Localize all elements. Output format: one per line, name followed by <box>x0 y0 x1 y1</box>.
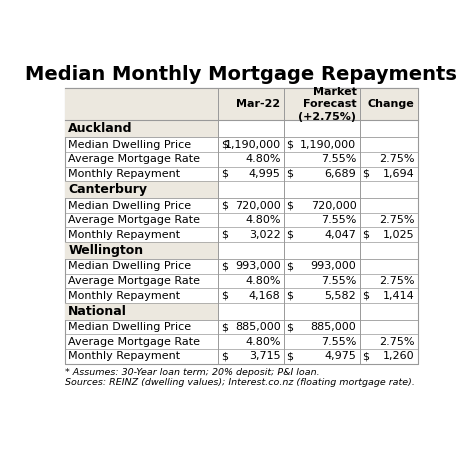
Text: 6,689: 6,689 <box>325 169 357 179</box>
Bar <box>65 88 418 364</box>
Text: $: $ <box>286 291 293 300</box>
Text: 720,000: 720,000 <box>235 201 281 211</box>
Text: National: National <box>68 305 127 318</box>
Text: 1,694: 1,694 <box>383 169 414 179</box>
Text: $: $ <box>362 291 369 300</box>
Text: $: $ <box>221 169 228 179</box>
Text: 5,582: 5,582 <box>325 291 357 300</box>
Text: 4,168: 4,168 <box>249 291 281 300</box>
Text: 7.55%: 7.55% <box>321 215 357 225</box>
Text: 3,715: 3,715 <box>249 351 281 361</box>
Text: $: $ <box>286 230 293 240</box>
Bar <box>65 121 219 138</box>
Text: 4.80%: 4.80% <box>245 276 281 286</box>
Text: Median Dwelling Price: Median Dwelling Price <box>68 322 191 332</box>
Text: 7.55%: 7.55% <box>321 154 357 164</box>
Text: Change: Change <box>368 99 414 109</box>
Text: $: $ <box>221 230 228 240</box>
Text: 4,995: 4,995 <box>249 169 281 179</box>
Text: Auckland: Auckland <box>68 122 133 135</box>
Text: 2.75%: 2.75% <box>379 337 414 347</box>
Text: $: $ <box>221 322 228 332</box>
Text: 2.75%: 2.75% <box>379 276 414 286</box>
Text: 1,190,000: 1,190,000 <box>225 140 281 150</box>
Text: Canterbury: Canterbury <box>68 183 147 196</box>
Text: 1,190,000: 1,190,000 <box>300 140 357 150</box>
Bar <box>65 242 219 259</box>
Text: 4.80%: 4.80% <box>245 215 281 225</box>
Text: Median Dwelling Price: Median Dwelling Price <box>68 140 191 150</box>
Bar <box>65 303 219 320</box>
Text: 7.55%: 7.55% <box>321 276 357 286</box>
Text: 720,000: 720,000 <box>311 201 357 211</box>
Text: $: $ <box>362 169 369 179</box>
Text: 3,022: 3,022 <box>249 230 281 240</box>
Text: Monthly Repayment: Monthly Repayment <box>68 230 180 240</box>
Text: Average Mortgage Rate: Average Mortgage Rate <box>68 154 200 164</box>
Text: Wellington: Wellington <box>68 244 143 257</box>
Text: Average Mortgage Rate: Average Mortgage Rate <box>68 337 200 347</box>
Text: 7.55%: 7.55% <box>321 337 357 347</box>
Text: $: $ <box>286 140 293 150</box>
Text: $: $ <box>286 351 293 361</box>
Text: Average Mortgage Rate: Average Mortgage Rate <box>68 215 200 225</box>
Text: $: $ <box>221 201 228 211</box>
Text: $: $ <box>221 291 228 300</box>
Text: 885,000: 885,000 <box>235 322 281 332</box>
Text: Average Mortgage Rate: Average Mortgage Rate <box>68 276 200 286</box>
Text: 1,025: 1,025 <box>383 230 414 240</box>
Text: Monthly Repayment: Monthly Repayment <box>68 351 180 361</box>
Text: $: $ <box>286 261 293 271</box>
Text: Median Dwelling Price: Median Dwelling Price <box>68 201 191 211</box>
Text: 993,000: 993,000 <box>235 261 281 271</box>
Text: 4.80%: 4.80% <box>245 154 281 164</box>
Text: Monthly Repayment: Monthly Repayment <box>68 291 180 300</box>
Text: Median Monthly Mortgage Repayments: Median Monthly Mortgage Repayments <box>25 65 457 84</box>
Text: 2.75%: 2.75% <box>379 154 414 164</box>
Text: 993,000: 993,000 <box>311 261 357 271</box>
Text: $: $ <box>221 261 228 271</box>
Text: 4,975: 4,975 <box>325 351 357 361</box>
Text: Sources: REINZ (dwelling values); Interest.co.nz (floating mortgage rate).: Sources: REINZ (dwelling values); Intere… <box>65 378 415 387</box>
Text: $: $ <box>286 322 293 332</box>
Text: $: $ <box>221 351 228 361</box>
Text: $: $ <box>362 351 369 361</box>
Text: 4.80%: 4.80% <box>245 337 281 347</box>
Text: Median Dwelling Price: Median Dwelling Price <box>68 261 191 271</box>
Text: Mar-22: Mar-22 <box>236 99 281 109</box>
Text: Market
Forecast
(+2.75%): Market Forecast (+2.75%) <box>299 87 357 122</box>
Text: 1,260: 1,260 <box>383 351 414 361</box>
Text: 4,047: 4,047 <box>325 230 357 240</box>
Bar <box>65 181 219 198</box>
Bar <box>65 88 418 121</box>
Text: $: $ <box>286 169 293 179</box>
Text: Monthly Repayment: Monthly Repayment <box>68 169 180 179</box>
Text: $: $ <box>286 201 293 211</box>
Text: 1,414: 1,414 <box>383 291 414 300</box>
Text: 885,000: 885,000 <box>311 322 357 332</box>
Text: * Assumes: 30-Year loan term; 20% deposit; P&I loan.: * Assumes: 30-Year loan term; 20% deposi… <box>65 367 320 377</box>
Text: 2.75%: 2.75% <box>379 215 414 225</box>
Text: $: $ <box>221 140 228 150</box>
Text: $: $ <box>362 230 369 240</box>
